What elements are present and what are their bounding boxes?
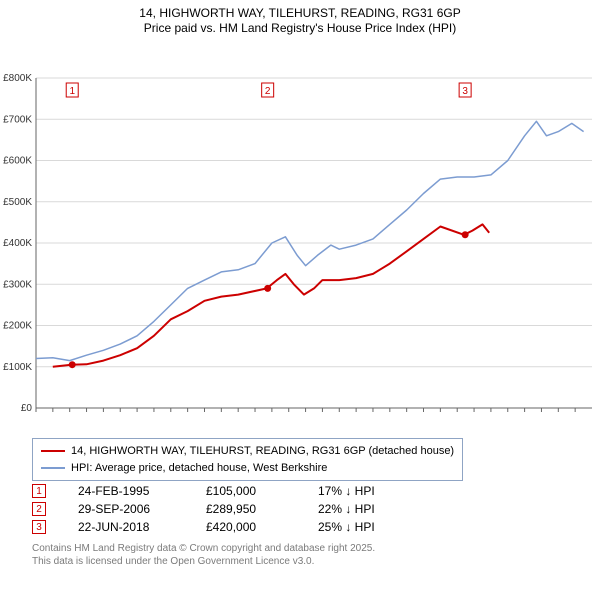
- legend-label: 14, HIGHWORTH WAY, TILEHURST, READING, R…: [71, 443, 454, 460]
- sale-diff: 17% ↓ HPI: [318, 484, 398, 498]
- svg-text:£400K: £400K: [3, 238, 32, 249]
- legend-row: 14, HIGHWORTH WAY, TILEHURST, READING, R…: [41, 443, 454, 460]
- title-line-2: Price paid vs. HM Land Registry's House …: [0, 21, 600, 36]
- svg-text:£700K: £700K: [3, 114, 32, 125]
- legend-label: HPI: Average price, detached house, West…: [71, 460, 327, 477]
- sales-and-attrib: 1 24-FEB-1995 £105,000 17% ↓ HPI 2 29-SEP-200…: [32, 482, 572, 568]
- legend-swatch: [41, 450, 65, 452]
- sales-table: 1 24-FEB-1995 £105,000 17% ↓ HPI 2 29-SEP-200…: [32, 482, 572, 536]
- svg-text:£600K: £600K: [3, 156, 32, 167]
- chart-svg: £0 £100K £200K £300K £400K £500K £600K £700K £80…: [0, 36, 600, 416]
- chart-container: 14, HIGHWORTH WAY, TILEHURST, READING, R…: [0, 0, 600, 590]
- sale-diff: 25% ↓ HPI: [318, 520, 398, 534]
- sale-marker-box: 1: [32, 484, 46, 498]
- attrib-line-1: Contains HM Land Registry data © Crown c…: [32, 542, 572, 555]
- sale-row: 3 22-JUN-2018 £420,000 25% ↓ HPI: [32, 518, 572, 536]
- sale-date: 29-SEP-2006: [78, 502, 174, 516]
- sale-price: £420,000: [206, 520, 286, 534]
- sale-row: 2 29-SEP-2006 £289,950 22% ↓ HPI: [32, 500, 572, 518]
- svg-text:£500K: £500K: [3, 197, 32, 208]
- svg-text:£800K: £800K: [3, 73, 32, 84]
- svg-text:£300K: £300K: [3, 279, 32, 290]
- svg-text:£0: £0: [21, 403, 33, 414]
- sale-diff: 22% ↓ HPI: [318, 502, 398, 516]
- sale-row: 1 24-FEB-1995 £105,000 17% ↓ HPI: [32, 482, 572, 500]
- sale-date: 22-JUN-2018: [78, 520, 174, 534]
- sale-marker-box: 2: [32, 502, 46, 516]
- title-line-1: 14, HIGHWORTH WAY, TILEHURST, READING, R…: [0, 6, 600, 21]
- chart-titles: 14, HIGHWORTH WAY, TILEHURST, READING, R…: [0, 0, 600, 36]
- sale-price: £105,000: [206, 484, 286, 498]
- sale-marker-box: 3: [32, 520, 46, 534]
- attrib-line-2: This data is licensed under the Open Gov…: [32, 555, 572, 568]
- svg-text:£100K: £100K: [3, 362, 32, 373]
- sale-date: 24-FEB-1995: [78, 484, 174, 498]
- legend-swatch: [41, 467, 65, 469]
- svg-text:£200K: £200K: [3, 321, 32, 332]
- attribution: Contains HM Land Registry data © Crown c…: [32, 542, 572, 568]
- svg-text:3: 3: [462, 86, 468, 97]
- legend-row: HPI: Average price, detached house, West…: [41, 460, 454, 477]
- svg-text:1: 1: [69, 86, 75, 97]
- legend-box: 14, HIGHWORTH WAY, TILEHURST, READING, R…: [32, 438, 463, 481]
- svg-text:2: 2: [265, 86, 271, 97]
- sale-price: £289,950: [206, 502, 286, 516]
